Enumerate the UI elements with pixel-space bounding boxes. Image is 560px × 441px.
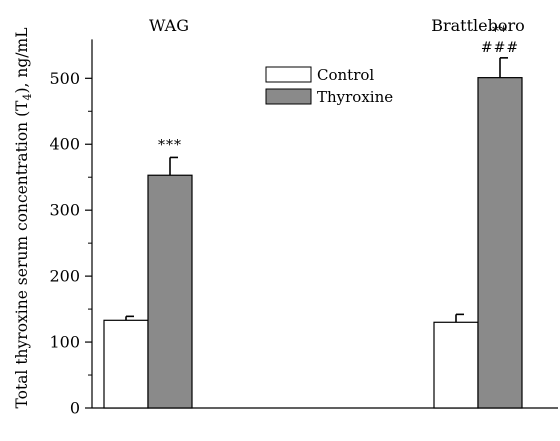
bar-wag-thyroxine — [147, 174, 193, 409]
legend-swatch-control — [265, 66, 312, 83]
y-tick-label-300: 300 — [49, 201, 80, 220]
labels-group: Total thyroxine serum concentration (T4)… — [13, 16, 525, 409]
y-tick-label-500: 500 — [49, 69, 80, 88]
legend-label-control: Control — [317, 66, 374, 84]
category-label-wag: WAG — [149, 16, 189, 35]
axes-group: 0 100 200 300 400 500 — [49, 39, 558, 418]
significance-brattleboro-1: ### — [481, 40, 519, 56]
category-label-brattleboro: Brattleboro — [431, 16, 525, 35]
legend-label-thyroxine: Thyroxine — [317, 88, 393, 106]
y-tick-label-200: 200 — [49, 267, 80, 286]
y-tick-label-0: 0 — [70, 399, 80, 418]
bar-brattleboro-thyroxine — [477, 77, 523, 409]
y-tick-label-100: 100 — [49, 333, 80, 352]
legend: Control Thyroxine — [265, 66, 393, 106]
y-tick-label-400: 400 — [49, 135, 80, 154]
bar-wag-control — [103, 319, 149, 409]
y-axis-label: Total thyroxine serum concentration (T4)… — [13, 27, 34, 408]
significance-wag-0: *** — [158, 137, 182, 153]
significance-brattleboro-0: ** — [492, 24, 508, 40]
bars-group — [103, 57, 523, 409]
legend-swatch-thyroxine — [265, 88, 312, 105]
bar-brattleboro-control — [433, 321, 479, 409]
